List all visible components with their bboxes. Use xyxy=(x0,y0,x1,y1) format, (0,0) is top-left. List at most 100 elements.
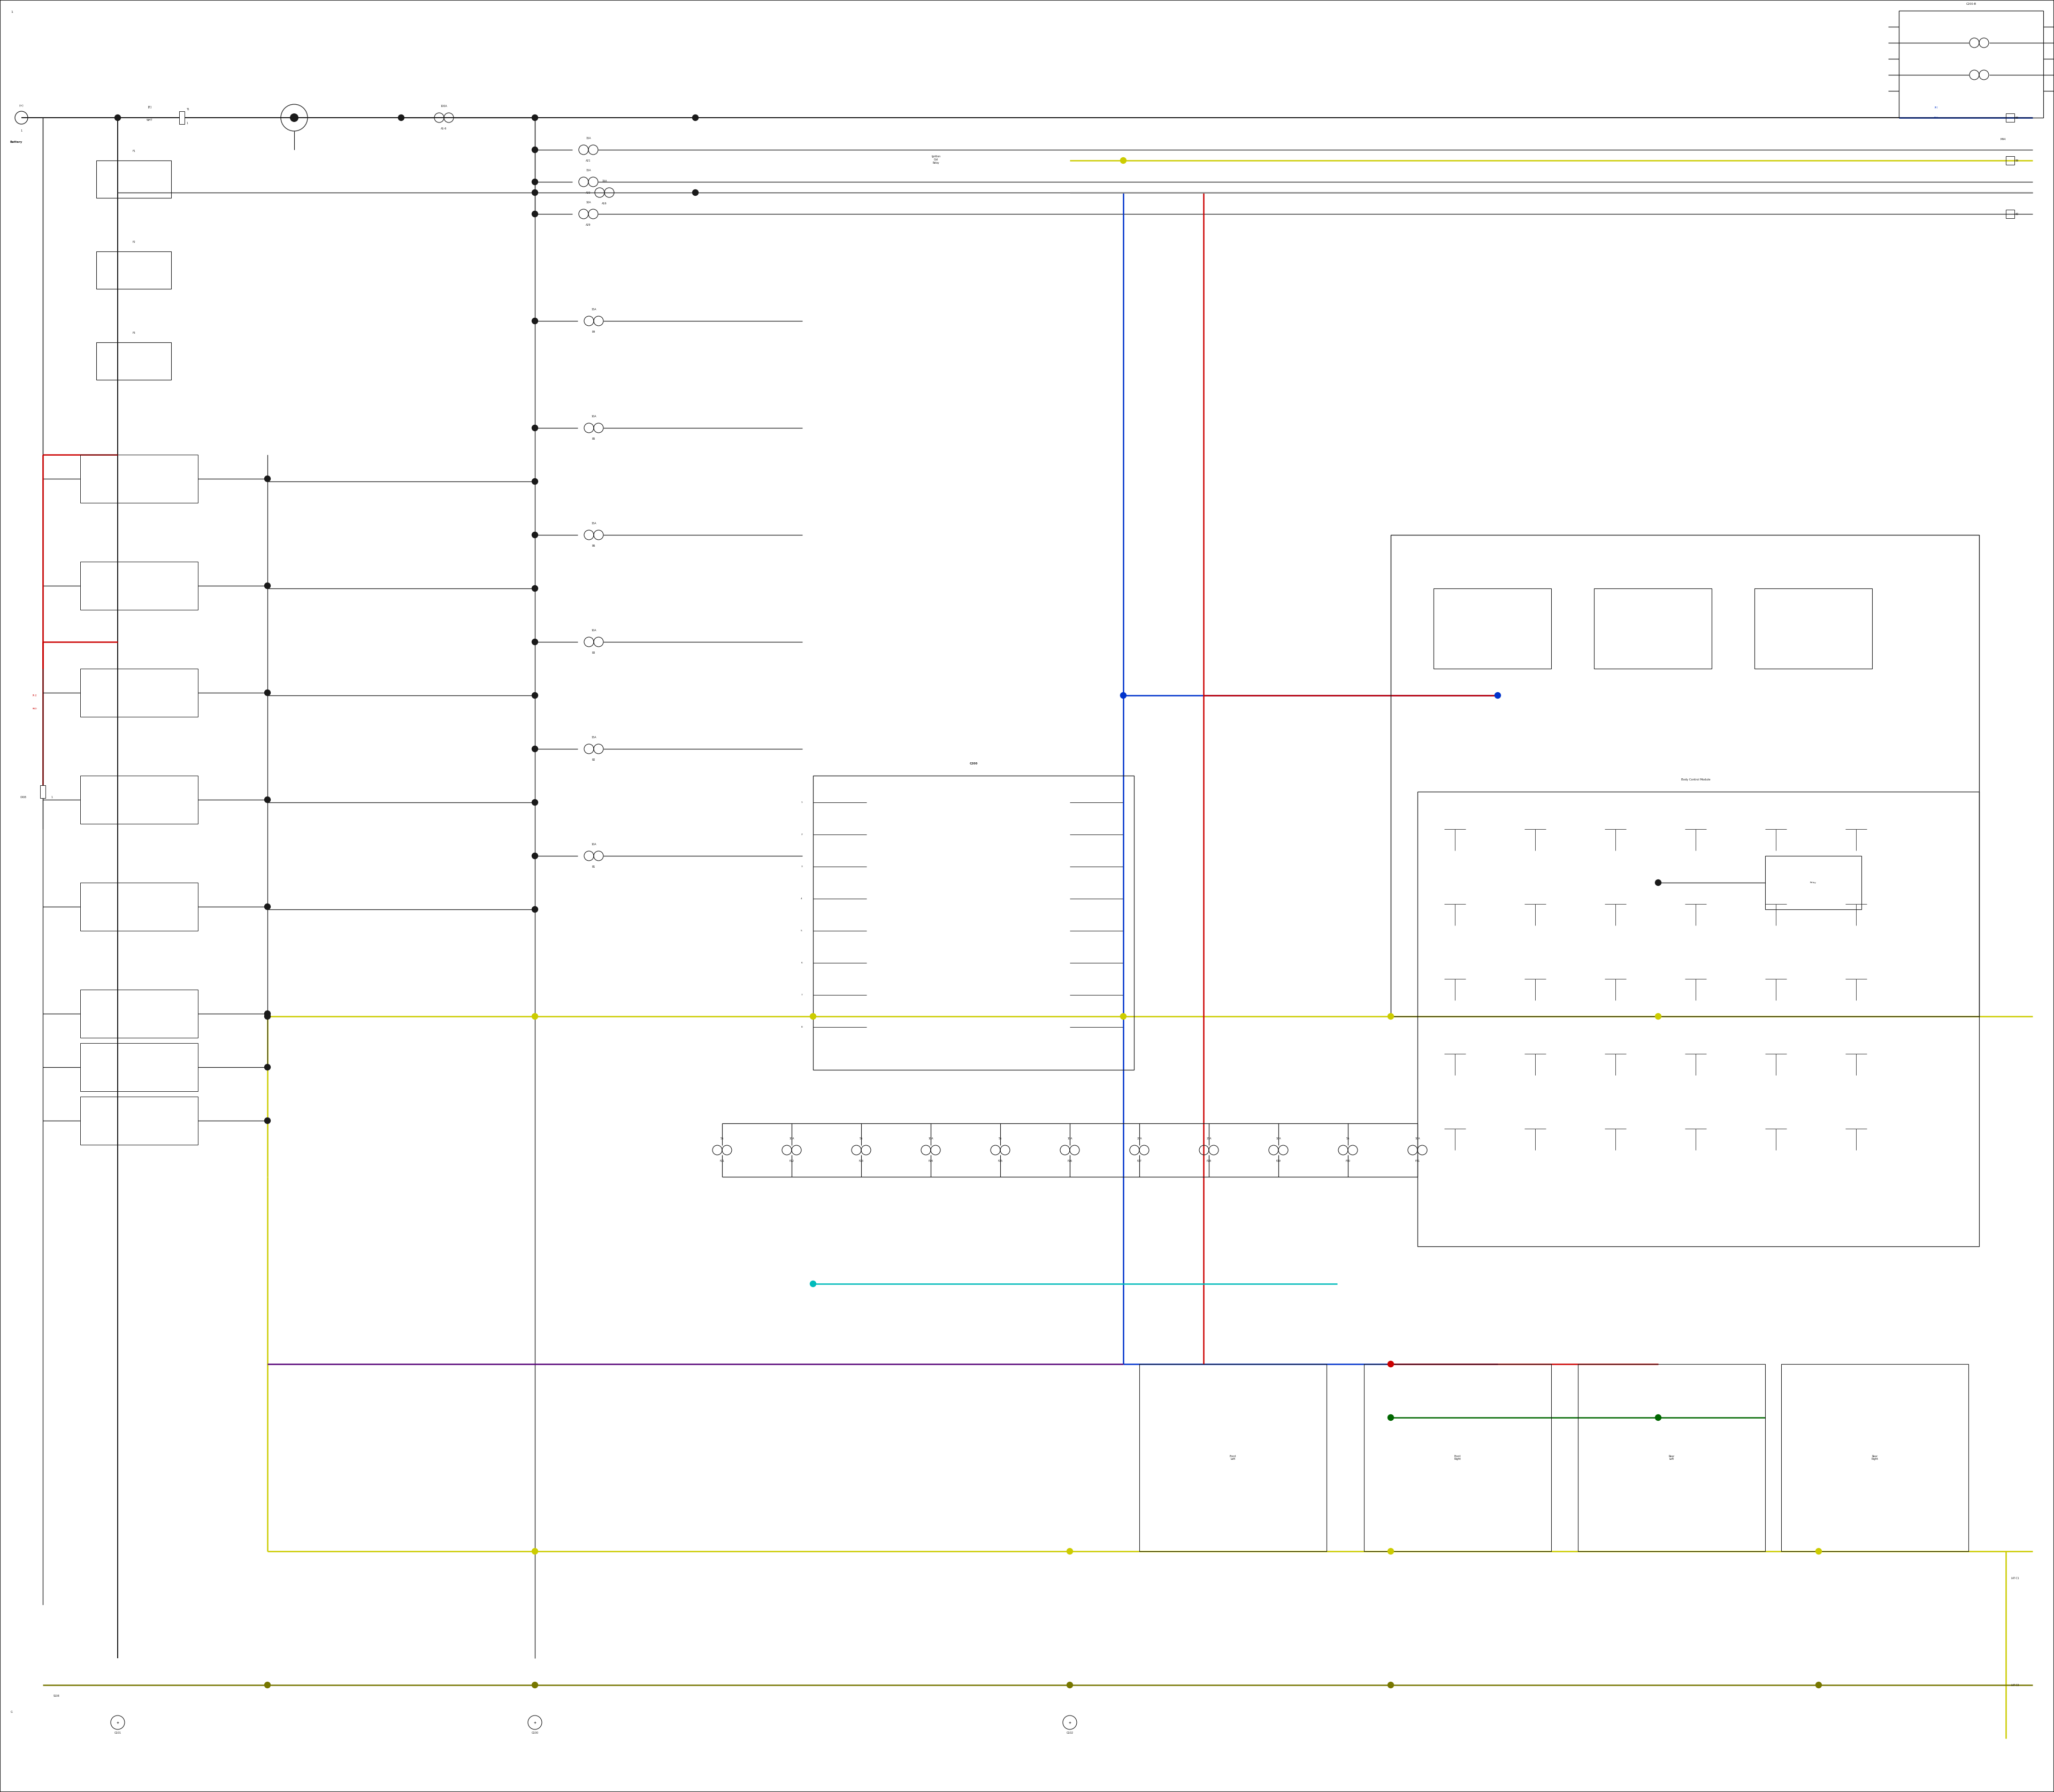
Circle shape xyxy=(532,799,538,805)
Bar xyxy=(80,668,197,717)
Text: 15A: 15A xyxy=(592,737,596,738)
Text: 1: 1 xyxy=(10,11,12,13)
Text: 15A: 15A xyxy=(592,308,596,310)
Bar xyxy=(80,1043,197,1091)
Text: Front
Right: Front Right xyxy=(1454,1455,1460,1460)
Text: M44: M44 xyxy=(2001,138,2007,140)
Text: B3: B3 xyxy=(592,650,596,654)
Bar xyxy=(97,342,170,380)
Text: [E]: [E] xyxy=(1935,106,1939,108)
Circle shape xyxy=(265,1683,271,1688)
Circle shape xyxy=(532,190,538,195)
Text: Rear
Left: Rear Left xyxy=(1668,1455,1674,1460)
Circle shape xyxy=(532,745,538,753)
Bar xyxy=(1754,588,1871,668)
Text: 60: 60 xyxy=(2015,213,2019,215)
Text: Relay: Relay xyxy=(1810,882,1816,883)
Circle shape xyxy=(265,477,271,482)
Text: T1: T1 xyxy=(187,108,189,111)
Text: [E.J]: [E.J] xyxy=(33,694,37,697)
Circle shape xyxy=(532,478,538,484)
Circle shape xyxy=(265,903,271,910)
Text: 10A: 10A xyxy=(592,414,596,418)
Text: 10A: 10A xyxy=(928,1136,933,1140)
Circle shape xyxy=(265,690,271,695)
Text: F30: F30 xyxy=(1345,1159,1349,1163)
Text: (+): (+) xyxy=(18,104,25,108)
Text: A22: A22 xyxy=(585,192,592,194)
Circle shape xyxy=(692,190,698,195)
Text: B2: B2 xyxy=(592,758,596,762)
Text: F21: F21 xyxy=(719,1159,725,1163)
Circle shape xyxy=(532,425,538,430)
Text: A29: A29 xyxy=(585,224,592,226)
Circle shape xyxy=(398,115,405,120)
Text: Body Control Module: Body Control Module xyxy=(1680,778,1711,781)
Text: F25: F25 xyxy=(998,1159,1002,1163)
Text: Rear
Right: Rear Right xyxy=(1871,1455,1877,1460)
Circle shape xyxy=(1389,1414,1395,1421)
Circle shape xyxy=(532,692,538,699)
Text: 15A: 15A xyxy=(585,136,592,140)
Circle shape xyxy=(1066,1683,1072,1688)
Text: [E]: [E] xyxy=(148,106,152,108)
Circle shape xyxy=(1119,158,1126,163)
Circle shape xyxy=(1656,1014,1662,1020)
Circle shape xyxy=(1066,1548,1072,1554)
Text: B1: B1 xyxy=(592,866,596,867)
Text: BLU: BLU xyxy=(1935,116,1939,118)
Circle shape xyxy=(265,1014,271,1020)
Circle shape xyxy=(1389,1548,1395,1554)
Circle shape xyxy=(265,1011,271,1016)
Text: Battery: Battery xyxy=(10,140,23,143)
Text: WHT: WHT xyxy=(146,118,152,122)
Text: 10A: 10A xyxy=(1068,1136,1072,1140)
Circle shape xyxy=(1816,1683,1822,1688)
Bar xyxy=(1364,1364,1551,1552)
Bar xyxy=(1434,588,1551,668)
Circle shape xyxy=(532,640,538,645)
Bar xyxy=(80,561,197,609)
Circle shape xyxy=(532,211,538,217)
Text: A16: A16 xyxy=(602,202,608,204)
Bar xyxy=(2007,156,2015,165)
Bar xyxy=(1417,792,1980,1247)
Bar xyxy=(2007,113,2015,122)
Circle shape xyxy=(265,582,271,590)
Text: 10A: 10A xyxy=(1276,1136,1282,1140)
Circle shape xyxy=(265,1118,271,1124)
Circle shape xyxy=(532,1683,538,1688)
Text: 15A: 15A xyxy=(592,521,596,525)
Circle shape xyxy=(532,179,538,185)
Bar xyxy=(1391,536,1980,1016)
Text: G102: G102 xyxy=(1066,1731,1074,1735)
Circle shape xyxy=(532,907,538,912)
Circle shape xyxy=(265,797,271,803)
Circle shape xyxy=(1389,1014,1395,1020)
Circle shape xyxy=(1389,1362,1395,1367)
Text: 20A: 20A xyxy=(1136,1136,1142,1140)
Circle shape xyxy=(265,1064,271,1070)
Text: F26: F26 xyxy=(1068,1159,1072,1163)
Bar xyxy=(1781,1364,1968,1552)
Text: 15A: 15A xyxy=(602,179,608,183)
Bar xyxy=(179,111,185,124)
Circle shape xyxy=(1656,880,1662,885)
Text: 15A: 15A xyxy=(585,168,592,172)
Bar xyxy=(80,455,197,504)
Text: 5A: 5A xyxy=(859,1136,863,1140)
Text: 5A: 5A xyxy=(998,1136,1002,1140)
Text: C200: C200 xyxy=(969,762,978,765)
Circle shape xyxy=(532,1014,538,1020)
Circle shape xyxy=(115,115,121,120)
Text: F31: F31 xyxy=(1415,1159,1419,1163)
Circle shape xyxy=(532,147,538,152)
Text: 10A: 10A xyxy=(592,842,596,846)
Bar xyxy=(97,251,170,289)
Text: G101: G101 xyxy=(115,1731,121,1735)
Text: F29: F29 xyxy=(1276,1159,1282,1163)
Bar xyxy=(80,883,197,930)
Text: B6: B6 xyxy=(592,545,596,547)
Text: Ignition
Coil
Relay: Ignition Coil Relay xyxy=(930,156,941,165)
Circle shape xyxy=(532,586,538,591)
